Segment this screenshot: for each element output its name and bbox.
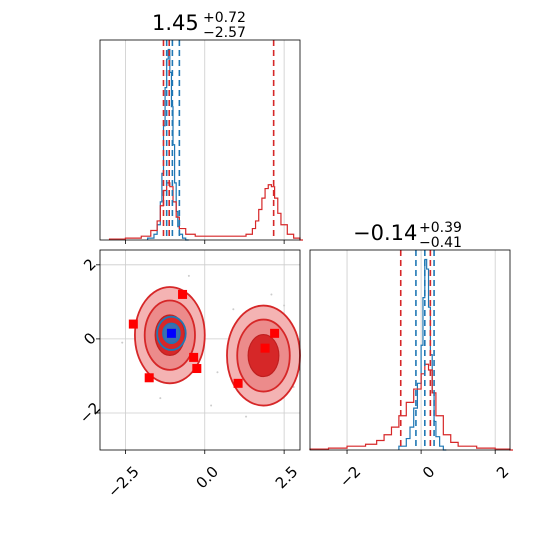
p1-frame [99,39,301,241]
p2-sample-dot [121,341,124,344]
title-bottom-right-sub: −0.41 [419,235,462,251]
p2-red-contour-inner [247,333,280,378]
p2-red-point [189,352,199,362]
p3-xtick-label: −2 [336,463,364,491]
title-top-left: 1.45 [152,11,199,35]
p2-red-point [178,289,188,299]
p2-xtick-label: 2.5 [272,463,302,493]
p1-series-1-step [108,182,303,241]
p2-red-point [270,328,280,338]
p3-frame [309,249,511,451]
p2-red-point [144,373,154,383]
title-bottom-right: −0.14 [353,221,417,245]
title-top-left-value: 1.45 [152,11,199,35]
p2-sample-dot [245,415,248,418]
title-top-left-sub: −2.57 [203,25,246,41]
p2-sample-dot [283,304,286,307]
p2-red-point [260,343,270,353]
p2-xtick-label: 0.0 [192,463,222,493]
p2-red-point [233,378,243,388]
p2-sample-dot [216,371,219,374]
title-top-left-sup: +0.72 [203,10,246,26]
p2-xtick-label: −2.5 [104,463,142,501]
p2-frame [99,249,301,451]
panel-bottom-left-contour: −2.5 0.0 2.5−202 [76,249,302,501]
p3-series-0-step [398,258,447,451]
p2-blue-contour-outer [156,315,187,351]
p2-sample-dot [187,274,190,277]
p1-series-0-step [147,48,189,241]
panel-bottom-right-histogram: −2 0 2 [309,249,513,491]
p2-blue-point [166,328,176,338]
p3-xtick-label: 0 [419,463,438,482]
p2-sample-dot [159,397,162,400]
p2-sample-dot [232,308,235,311]
p3-series-1-step [309,363,513,451]
p2-red-point [128,319,138,329]
title-bottom-right-value: −0.14 [353,221,417,245]
p2-sample-dot [270,293,273,296]
p3-xtick-label: 2 [493,463,512,482]
title-bottom-right-sup: +0.39 [419,220,462,236]
panel-top-left-histogram [99,39,303,244]
p2-sample-dot [210,404,213,407]
p2-red-point [192,364,202,374]
